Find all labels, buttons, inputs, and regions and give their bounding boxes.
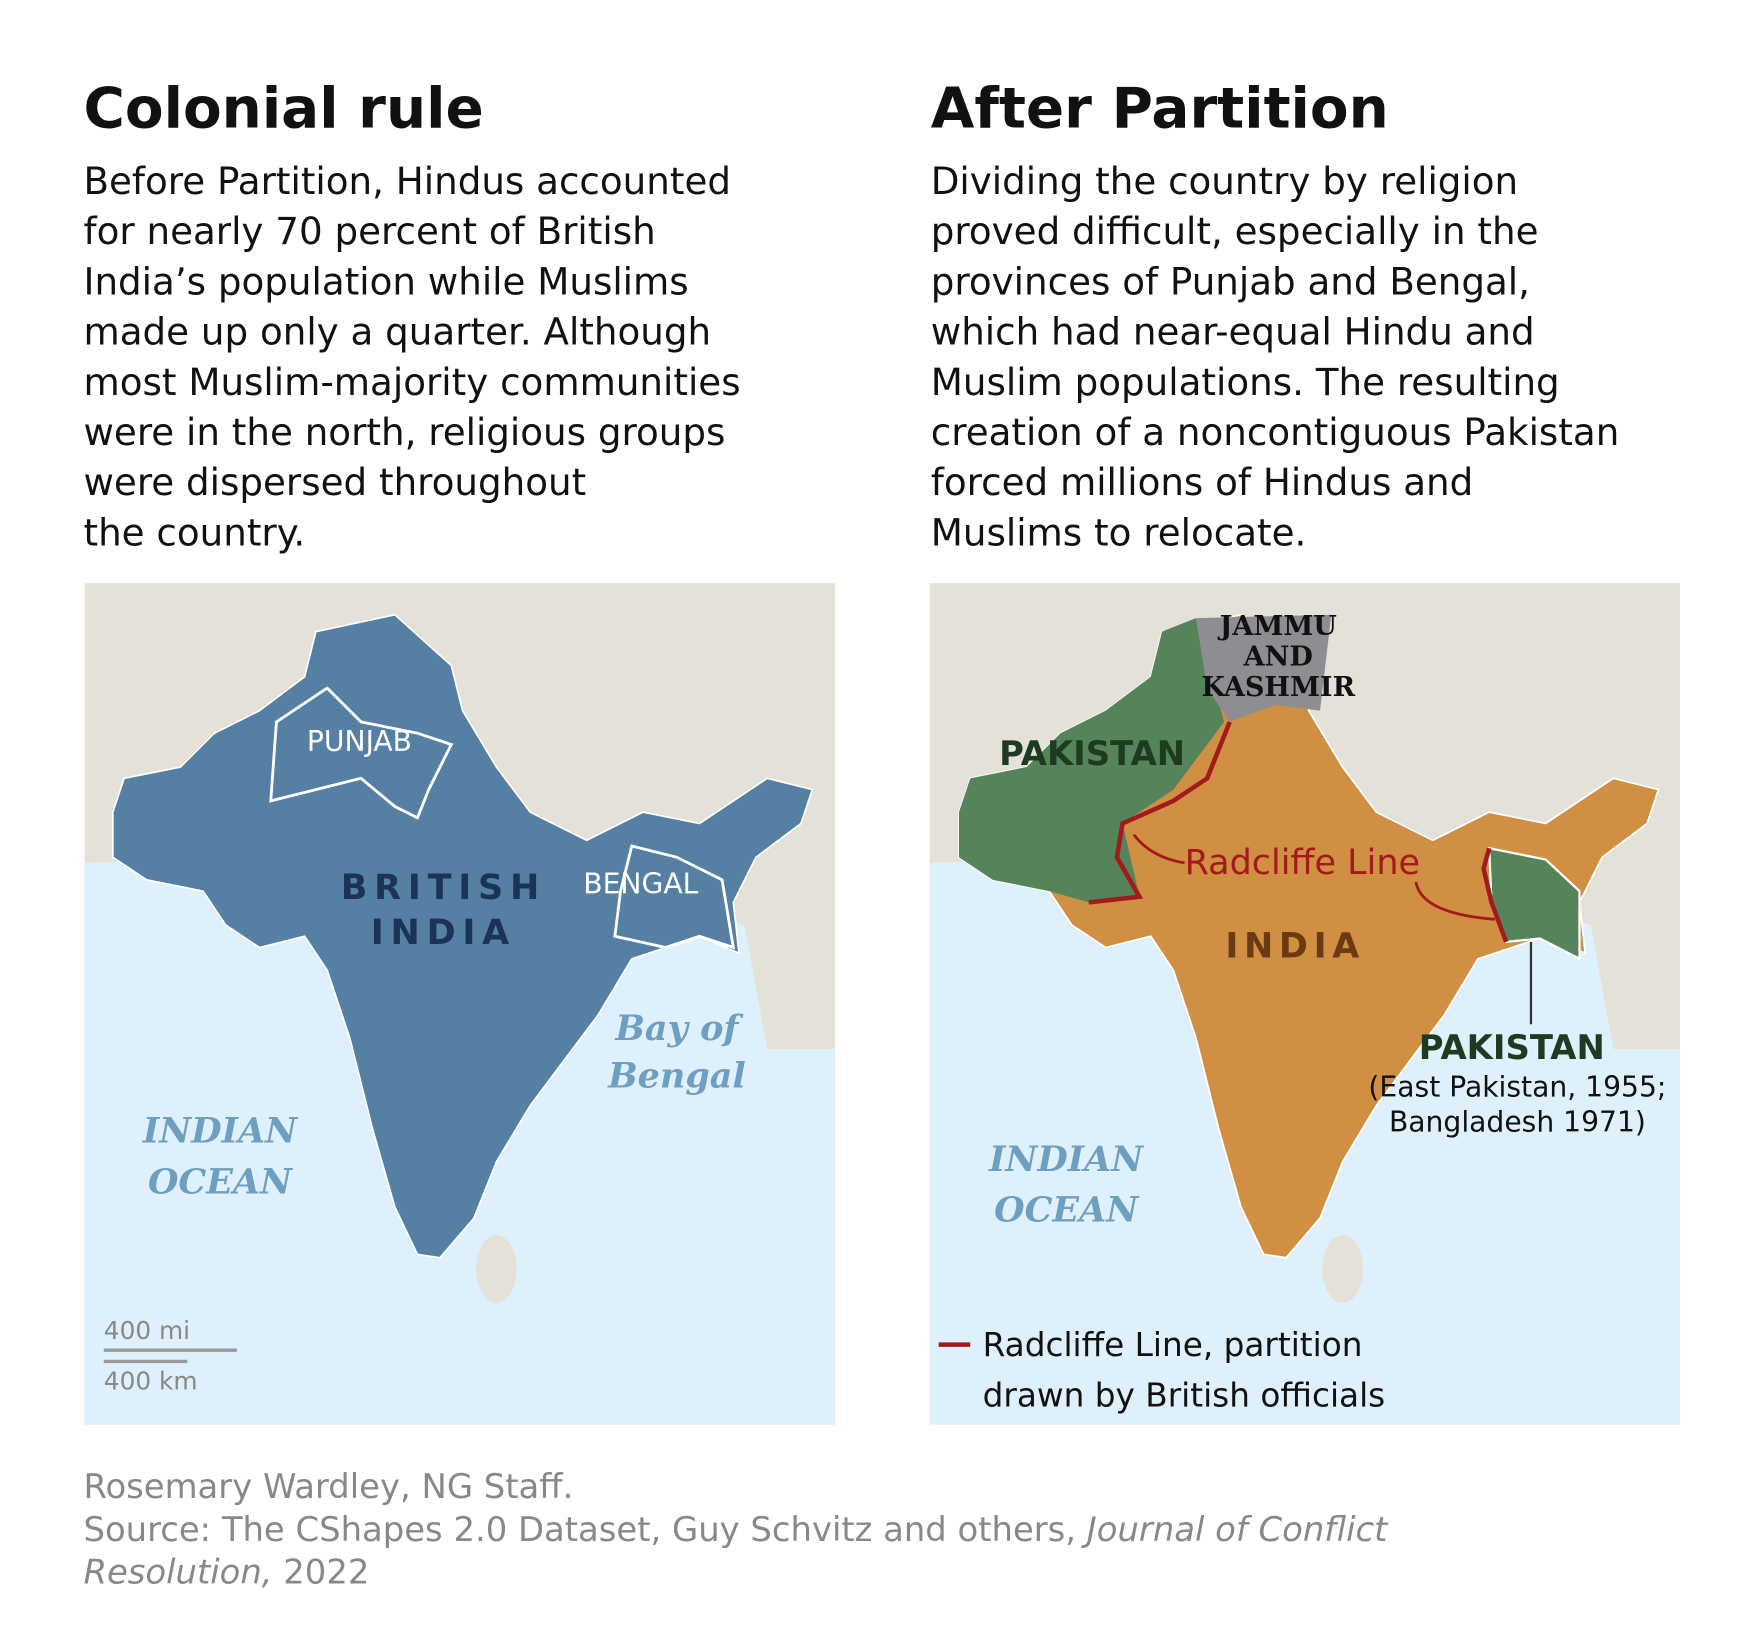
west-pakistan — [958, 618, 1225, 903]
map-label: Bengal — [607, 1055, 746, 1096]
map-label: Bay of — [614, 1008, 744, 1049]
radcliffe-line — [1088, 721, 1232, 905]
paragraph-line: most Muslim-majority communities — [83, 360, 740, 404]
map-label: (East Pakistan, 1955; — [1368, 1070, 1666, 1103]
legend-label: Radcliffe Line, partition — [983, 1326, 1363, 1364]
map-label: INDIA — [1225, 927, 1365, 967]
map-label: PAKISTAN — [1419, 1028, 1605, 1067]
sri-lanka — [1322, 1235, 1363, 1303]
paragraph-line: which had near-equal Hindu and — [931, 310, 1535, 354]
kashmir — [1195, 614, 1332, 722]
map-label: INDIA — [371, 913, 516, 953]
map-label: INDIAN — [988, 1139, 1145, 1180]
map-label: OCEAN — [994, 1190, 1140, 1231]
bengal-border — [613, 844, 736, 950]
title: After Partition — [931, 76, 1389, 141]
scale-label: 400 mi — [104, 1316, 190, 1345]
annotation-arrow — [1132, 833, 1495, 921]
map-label: BENGAL — [583, 867, 698, 900]
source: Source: The CShapes 2.0 Dataset, Guy Sch… — [83, 1510, 1389, 1549]
map-label: Bangladesh 1971) — [1389, 1105, 1646, 1138]
british-india — [111, 613, 814, 1259]
map-label: AND — [1243, 642, 1313, 673]
source-text: Source: The CShapes 2.0 Dataset, Guy Sch… — [83, 1510, 1086, 1549]
source-journal: Journal of Conflict — [1081, 1510, 1389, 1549]
paragraph-line: were dispersed throughout — [83, 460, 586, 504]
map-label: Radcliffe Line — [1185, 843, 1420, 883]
source: Resolution, 2022 — [83, 1553, 369, 1592]
map-label: JAMMU — [1218, 611, 1337, 642]
sri-lanka — [476, 1235, 517, 1303]
paragraph-line: were in the north, religious groups — [83, 410, 725, 454]
paragraph-line: proved difficult, especially in the — [931, 209, 1539, 253]
map-label: OCEAN — [148, 1161, 294, 1202]
paragraph-line: for nearly 70 percent of British — [83, 209, 655, 253]
paragraph-line: Muslims to relocate. — [931, 510, 1307, 554]
paragraph-line: the country. — [83, 510, 305, 554]
radcliffe-line — [1481, 847, 1509, 943]
scale-label: 400 km — [104, 1367, 198, 1396]
paragraph-line: India’s population while Muslims — [83, 259, 688, 303]
paragraph-line: forced millions of Hindus and — [931, 460, 1474, 504]
source-year: 2022 — [273, 1553, 370, 1592]
map-label: PUNJAB — [307, 725, 412, 758]
title: Colonial rule — [83, 76, 483, 141]
credit: Rosemary Wardley, NG Staff. — [83, 1467, 573, 1506]
paragraph-line: Before Partition, Hindus accounted — [83, 159, 731, 203]
punjab-border — [269, 686, 454, 820]
map-label: PAKISTAN — [999, 734, 1185, 773]
paragraph-line: Dividing the country by religion — [931, 159, 1518, 203]
map-label: KASHMIR — [1201, 672, 1355, 703]
paragraph-line: made up only a quarter. Although — [83, 310, 711, 354]
source-journal: Resolution, — [83, 1553, 272, 1592]
paragraph-line: creation of a noncontiguous Pakistan — [931, 410, 1620, 454]
legend-label: drawn by British officials — [983, 1377, 1386, 1415]
map-label: BRITISH — [341, 868, 546, 908]
paragraph-line: provinces of Punjab and Bengal, — [931, 259, 1530, 303]
paragraph-line: Muslim populations. The resulting — [931, 360, 1560, 404]
map-label: INDIAN — [142, 1111, 299, 1152]
